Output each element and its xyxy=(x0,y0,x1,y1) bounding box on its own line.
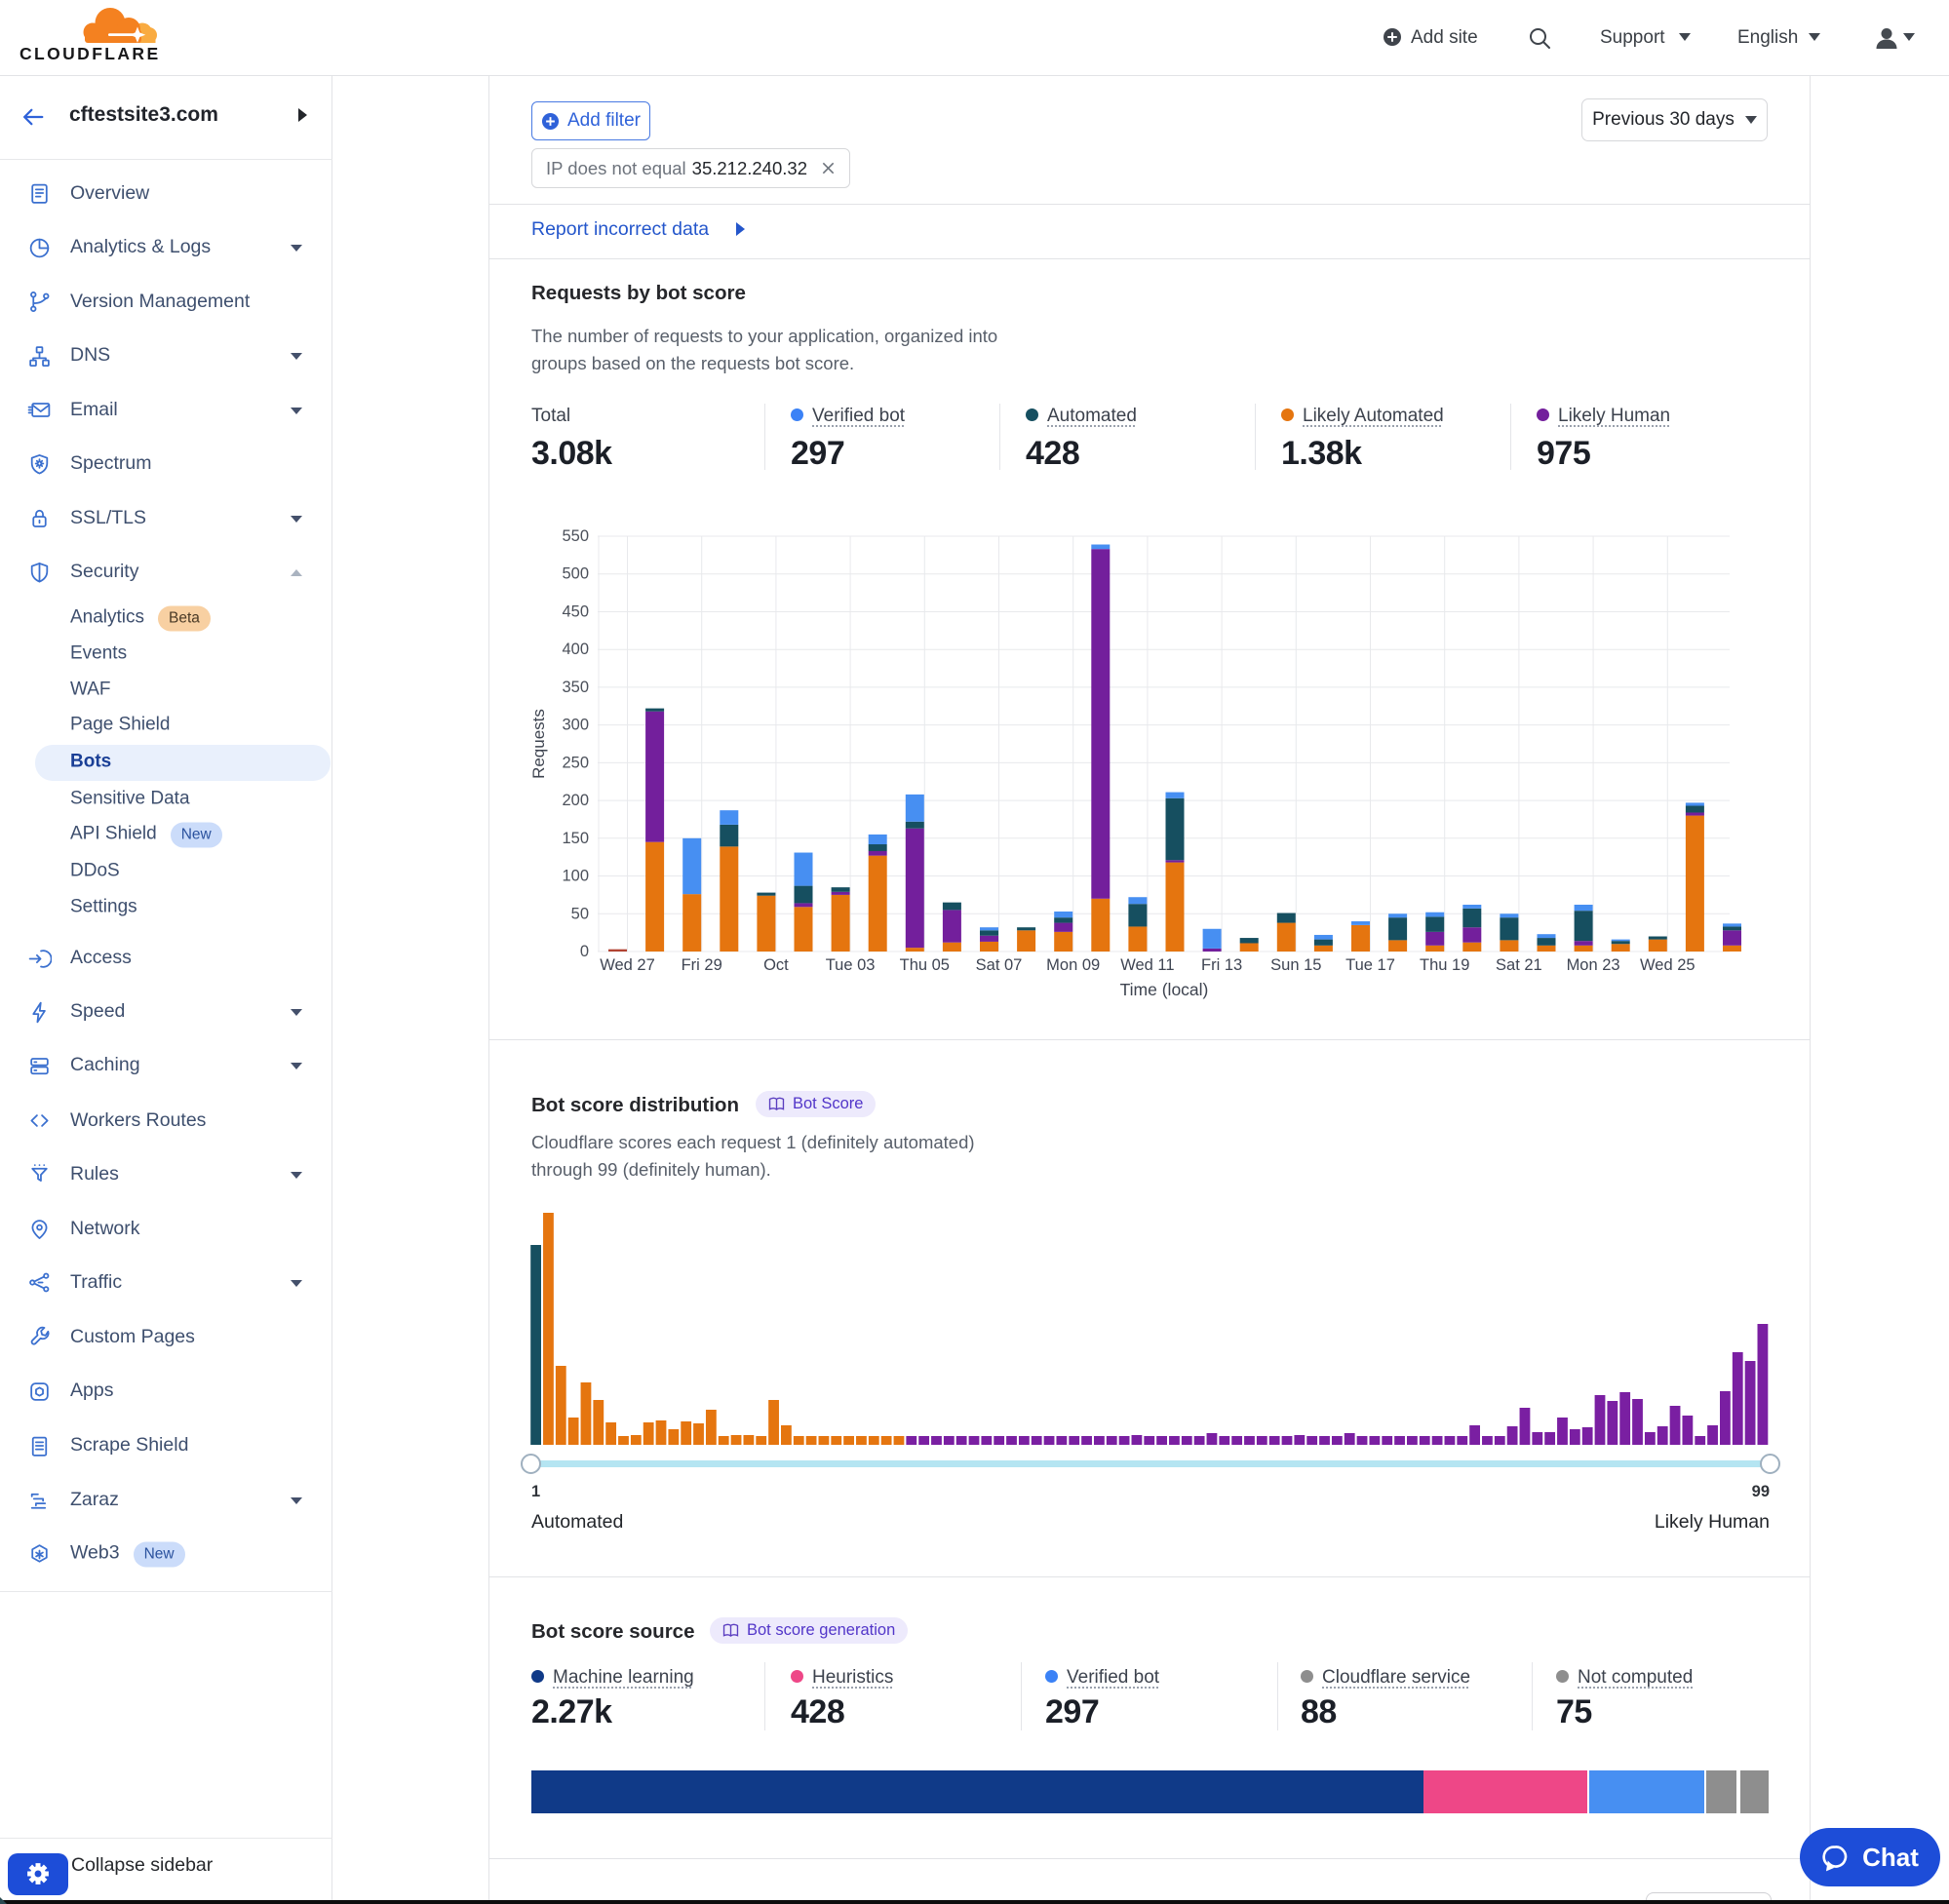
svg-text:550: 550 xyxy=(562,527,589,545)
svg-text:Fri 29: Fri 29 xyxy=(682,956,722,974)
svg-text:300: 300 xyxy=(562,717,589,734)
svg-text:Sun 15: Sun 15 xyxy=(1270,956,1321,974)
svg-text:Wed 27: Wed 27 xyxy=(600,956,655,974)
svg-text:50: 50 xyxy=(571,905,589,922)
svg-text:0: 0 xyxy=(580,943,589,960)
svg-text:400: 400 xyxy=(562,641,589,658)
svg-text:Wed 25: Wed 25 xyxy=(1640,956,1696,974)
svg-text:Oct: Oct xyxy=(763,956,789,974)
svg-text:Time (local): Time (local) xyxy=(1120,980,1209,999)
svg-text:Wed 11: Wed 11 xyxy=(1120,956,1174,974)
svg-text:150: 150 xyxy=(562,830,589,847)
svg-text:100: 100 xyxy=(562,868,589,885)
svg-text:Fri 13: Fri 13 xyxy=(1201,956,1242,974)
svg-text:Mon 09: Mon 09 xyxy=(1046,956,1100,974)
svg-text:CLOUDFLARE: CLOUDFLARE xyxy=(19,44,161,63)
svg-text:Sat 07: Sat 07 xyxy=(976,956,1023,974)
svg-text:Tue 03: Tue 03 xyxy=(826,956,876,974)
svg-text:Mon 23: Mon 23 xyxy=(1567,956,1620,974)
svg-text:450: 450 xyxy=(562,603,589,621)
svg-text:350: 350 xyxy=(562,679,589,696)
svg-text:200: 200 xyxy=(562,792,589,809)
svg-text:250: 250 xyxy=(562,754,589,771)
svg-text:Thu 05: Thu 05 xyxy=(900,956,950,974)
svg-text:Thu 19: Thu 19 xyxy=(1420,956,1469,974)
svg-text:Sat 21: Sat 21 xyxy=(1496,956,1542,974)
svg-text:Requests: Requests xyxy=(529,709,548,779)
svg-text:500: 500 xyxy=(562,565,589,583)
svg-text:Tue 17: Tue 17 xyxy=(1345,956,1395,974)
